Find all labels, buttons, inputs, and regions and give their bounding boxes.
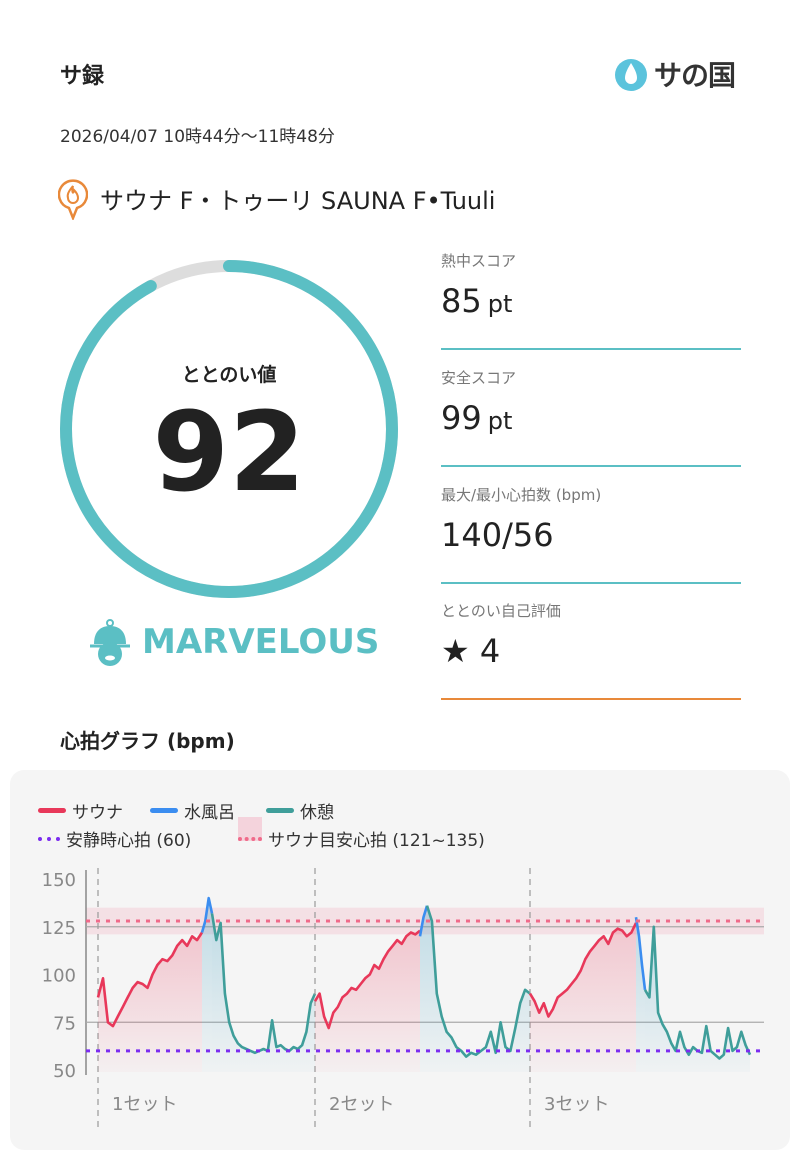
area-rest bbox=[645, 926, 750, 1072]
set-label: 1セット bbox=[112, 1094, 177, 1115]
y-tick-label: 125 bbox=[42, 918, 76, 939]
facility[interactable]: サウナ F・トゥーリ SAUNA F•Tuuli bbox=[58, 176, 495, 220]
logo-text: サの国 bbox=[654, 59, 736, 92]
rank: MARVELOUS bbox=[88, 618, 379, 666]
totonoi-ring bbox=[60, 260, 398, 598]
set-label: 3セット bbox=[544, 1094, 609, 1115]
metric-self-rating[interactable]: ととのい自己評価 ★ 4 bbox=[441, 600, 741, 700]
y-tick-label: 75 bbox=[53, 1013, 76, 1034]
sauna-pin-icon bbox=[58, 179, 88, 220]
legend-rest: 休憩 bbox=[266, 798, 334, 823]
bell-mascot-icon bbox=[90, 619, 130, 666]
line-cold bbox=[634, 916, 647, 990]
legend-cold: 水風呂 bbox=[150, 798, 235, 823]
set-label: 2セット bbox=[329, 1094, 394, 1115]
line-cold bbox=[200, 896, 214, 933]
water-drop-icon bbox=[615, 59, 647, 91]
facility-name: サウナ F・トゥーリ SAUNA F•Tuuli bbox=[100, 186, 496, 215]
metric-label: 熱中スコア bbox=[441, 252, 517, 270]
metric-value: 140/56 bbox=[441, 516, 554, 554]
metric-label: 安全スコア bbox=[441, 369, 517, 387]
line-rest bbox=[210, 913, 317, 1055]
metric-value: 85 pt bbox=[441, 282, 513, 320]
score-label: ととのい値 bbox=[181, 364, 277, 386]
area-cold bbox=[636, 917, 645, 1072]
page-title: サ録 bbox=[60, 64, 105, 89]
area-sauna bbox=[98, 932, 202, 1072]
area-sauna bbox=[530, 922, 636, 1072]
line-sauna bbox=[313, 929, 421, 1030]
ring-progress bbox=[60, 260, 398, 598]
chart-title: 心拍グラフ (bpm) bbox=[60, 729, 235, 753]
area-rest bbox=[212, 913, 315, 1072]
logo: サの国 bbox=[614, 54, 736, 94]
y-tick-label: 100 bbox=[42, 966, 76, 987]
legend-sauna: サウナ bbox=[38, 798, 123, 823]
line-rest bbox=[425, 905, 531, 1058]
area-rest bbox=[427, 905, 530, 1072]
area-cold bbox=[420, 905, 427, 1072]
legend-target: サウナ目安心拍 (121~135) bbox=[238, 816, 485, 851]
session-date: 2026/04/07 10時44分〜11時48分 bbox=[60, 127, 335, 147]
metric-label: 最大/最小心拍数 (bpm) bbox=[441, 486, 602, 504]
line-cold bbox=[418, 905, 429, 937]
area-cold bbox=[202, 898, 212, 1072]
metric-value: 99 pt bbox=[441, 399, 513, 437]
metric-value: ★ 4 bbox=[441, 632, 501, 670]
metric-safety-score: 安全スコア 99 pt bbox=[441, 367, 741, 467]
metric-label: ととのい自己評価 bbox=[441, 602, 561, 620]
y-tick-label: 50 bbox=[53, 1061, 76, 1082]
area-sauna bbox=[315, 930, 420, 1072]
line-sauna bbox=[528, 922, 638, 1018]
legend-resting: 安静時心拍 (60) bbox=[38, 826, 191, 851]
line-sauna bbox=[96, 931, 204, 1028]
score-value: 92 bbox=[152, 388, 306, 516]
y-tick-label: 150 bbox=[42, 870, 76, 891]
heart-rate-chart: 50 75 100 125 150 1セット 2セット 3セット bbox=[42, 868, 764, 1132]
metric-heat-score: 熱中スコア 85 pt bbox=[441, 250, 741, 350]
rank-text: MARVELOUS bbox=[142, 622, 380, 662]
metric-heart-rate: 最大/最小心拍数 (bpm) 140/56 bbox=[441, 484, 741, 584]
